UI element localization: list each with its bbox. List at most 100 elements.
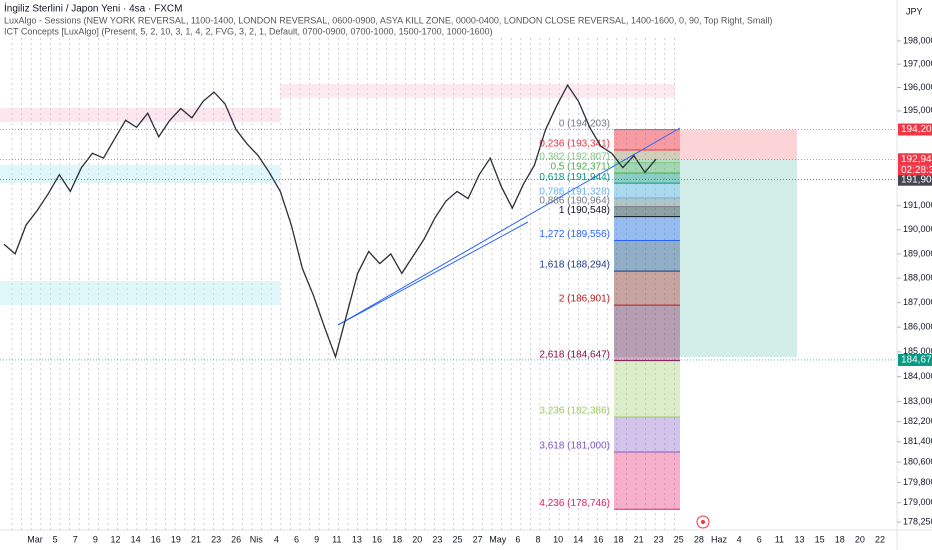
x-tick-label: 11	[332, 534, 341, 544]
x-tick-label: 14	[131, 534, 141, 544]
event-marker[interactable]	[696, 515, 710, 529]
indicator-label: LuxAlgo - Sessions (NEW YORK REVERSAL, 1…	[4, 15, 772, 25]
fib-label: 0,886 (190,964)	[539, 195, 610, 206]
countdown-tag	[898, 165, 932, 176]
fib-label: 3,236 (182,386)	[539, 406, 610, 417]
chart-title: İngiliz Sterlini / Japon Yeni · 4sa · FX…	[4, 2, 182, 15]
x-tick-label: 16	[151, 534, 161, 544]
fib-band	[614, 173, 680, 184]
fib-label: 1,272 (189,556)	[539, 229, 610, 240]
price-line	[3, 83, 657, 359]
x-tick-label: 10	[553, 534, 563, 544]
indicator-label: ICT Concepts [LuxAlgo] (Present, 5, 2, 1…	[4, 26, 493, 36]
x-tick-label: 23	[432, 534, 442, 544]
y-tick-label: 198,000	[903, 35, 932, 45]
price-tag-label: 184,673	[901, 355, 932, 366]
zone	[0, 108, 280, 122]
y-tick-label: 183,000	[903, 396, 932, 406]
fib-label: 4,236 (178,746)	[539, 498, 610, 509]
y-tick-label: 178,250	[903, 516, 932, 526]
x-tick-label: 9	[314, 534, 319, 544]
x-tick-label: 12	[110, 534, 120, 544]
y-tick-label: 196,000	[903, 82, 932, 92]
x-tick-label: 23	[211, 534, 221, 544]
stop-zone	[614, 130, 797, 160]
fib-band	[614, 240, 680, 272]
x-tick-label: 4	[737, 534, 742, 544]
currency-label: JPY	[906, 6, 923, 16]
fib-label: 1 (190,548)	[559, 205, 610, 216]
x-tick-label: 20	[855, 534, 865, 544]
x-tick-label: 6	[757, 534, 762, 544]
x-tick-label: 6	[515, 534, 520, 544]
x-tick-label: 18	[835, 534, 845, 544]
x-tick-label: 18	[392, 534, 402, 544]
y-tick-label: 190,000	[903, 224, 932, 234]
x-tick-label: 27	[473, 534, 483, 544]
y-tick-label: 195,000	[903, 105, 932, 115]
price-tag-label: 191,901	[901, 174, 932, 185]
y-tick-label: 197,000	[903, 59, 932, 69]
y-tick-label: 182,200	[903, 416, 932, 426]
price-tag	[898, 153, 932, 166]
x-tick-label: 13	[795, 534, 805, 544]
y-tick-label: 180,600	[903, 456, 932, 466]
x-tick-label: 13	[352, 534, 362, 544]
price-tag-label: 192,949	[901, 154, 932, 165]
x-tick-label: 6	[294, 534, 299, 544]
x-tick-label: 8	[535, 534, 540, 544]
y-tick-label: 181,400	[903, 436, 932, 446]
price-tag	[898, 353, 932, 366]
fib-band	[614, 197, 680, 207]
x-tick-label: May	[489, 534, 507, 544]
price-tag	[898, 123, 932, 136]
fib-label: 2 (186,901)	[559, 294, 610, 305]
x-tick-label: 19	[171, 534, 181, 544]
target-zone	[614, 160, 797, 357]
fib-label: 0,5 (192,371)	[551, 162, 611, 173]
x-tick-label: 7	[73, 534, 78, 544]
fib-label: 1,618 (188,294)	[539, 260, 610, 271]
x-tick-label: 21	[634, 534, 644, 544]
price-tag-label: 194,207	[901, 124, 932, 135]
fib-label: 0,236 (193,341)	[539, 139, 610, 150]
fib-band	[614, 360, 680, 418]
x-tick-label: 14	[573, 534, 583, 544]
x-tick-label: 9	[93, 534, 98, 544]
x-tick-label: 22	[875, 534, 885, 544]
price-tag	[898, 173, 932, 186]
zone	[0, 165, 280, 183]
y-tick-label: 179,800	[903, 477, 932, 487]
x-tick-label: 16	[593, 534, 603, 544]
x-tick-label: 21	[191, 534, 201, 544]
x-tick-label: 25	[674, 534, 684, 544]
y-tick-label: 189,000	[903, 248, 932, 258]
fib-label: 0 (194,203)	[559, 118, 610, 129]
x-tick-label: 5	[53, 534, 58, 544]
fib-band	[614, 305, 680, 361]
y-tick-label: 191,000	[903, 200, 932, 210]
trend-line	[337, 127, 681, 326]
x-tick-label: 18	[613, 534, 623, 544]
x-tick-label: Haz	[711, 534, 728, 544]
fib-band	[614, 183, 680, 198]
zone	[280, 84, 675, 98]
y-tick-label: 184,000	[903, 371, 932, 381]
trend-line	[337, 221, 529, 326]
x-tick-label: 16	[372, 534, 382, 544]
x-tick-label: 25	[452, 534, 462, 544]
x-tick-label: Mar	[27, 534, 43, 544]
zone	[0, 281, 280, 305]
fib-label: 0,618 (191,944)	[539, 172, 610, 183]
x-tick-label: 28	[694, 534, 704, 544]
fib-band	[614, 162, 680, 174]
fib-label: 0,786 (191,328)	[539, 187, 610, 198]
fib-label: 3,618 (181,000)	[539, 441, 610, 452]
y-tick-label: 179,000	[903, 497, 932, 507]
background-layer	[0, 38, 797, 530]
x-tick-label: 23	[654, 534, 664, 544]
fib-band	[614, 451, 680, 510]
fib-band	[614, 129, 680, 150]
x-tick-label: 11	[775, 534, 784, 544]
